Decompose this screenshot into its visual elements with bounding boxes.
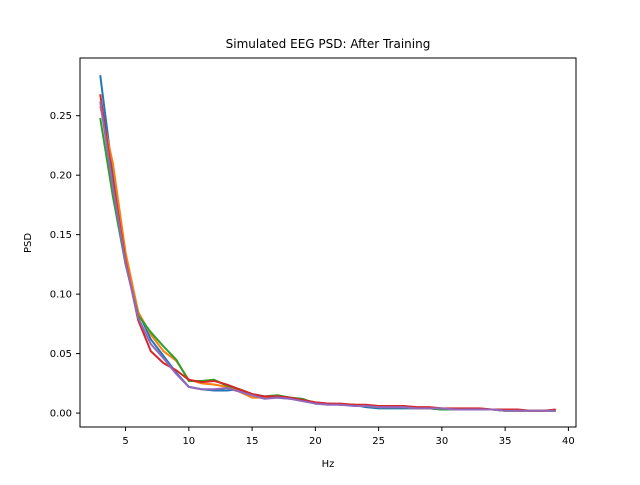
y-tick-label: 0.05: [50, 349, 72, 360]
y-tick-label: 0.10: [50, 290, 72, 301]
y-tick-label: 0.25: [50, 111, 72, 122]
series-line-4: [99, 94, 556, 412]
x-tick-label: 5: [122, 436, 128, 447]
x-tick-label: 35: [499, 436, 512, 447]
series-layer: [99, 75, 556, 412]
chart-title: Simulated EEG PSD: After Training: [226, 37, 431, 51]
x-tick-label: 10: [182, 436, 195, 447]
x-tick-label: 25: [372, 436, 385, 447]
y-tick-label: 0.00: [50, 409, 72, 420]
x-tick-label: 15: [246, 436, 259, 447]
x-tick-label: 20: [309, 436, 322, 447]
x-axis-label: Hz: [322, 459, 335, 470]
plot-frame: [79, 57, 577, 428]
x-tick-label: 30: [436, 436, 449, 447]
y-tick-label: 0.15: [50, 230, 72, 241]
ticks-layer: 5 10 15 20 25 30 35 40 0.00 0.05 0.10 0.15 0.20 0.25: [50, 111, 575, 447]
series-line-5: [99, 101, 556, 412]
x-tick-label: 40: [562, 436, 575, 447]
y-tick-label: 0.20: [50, 171, 72, 182]
y-axis-label: PSD: [23, 233, 34, 253]
